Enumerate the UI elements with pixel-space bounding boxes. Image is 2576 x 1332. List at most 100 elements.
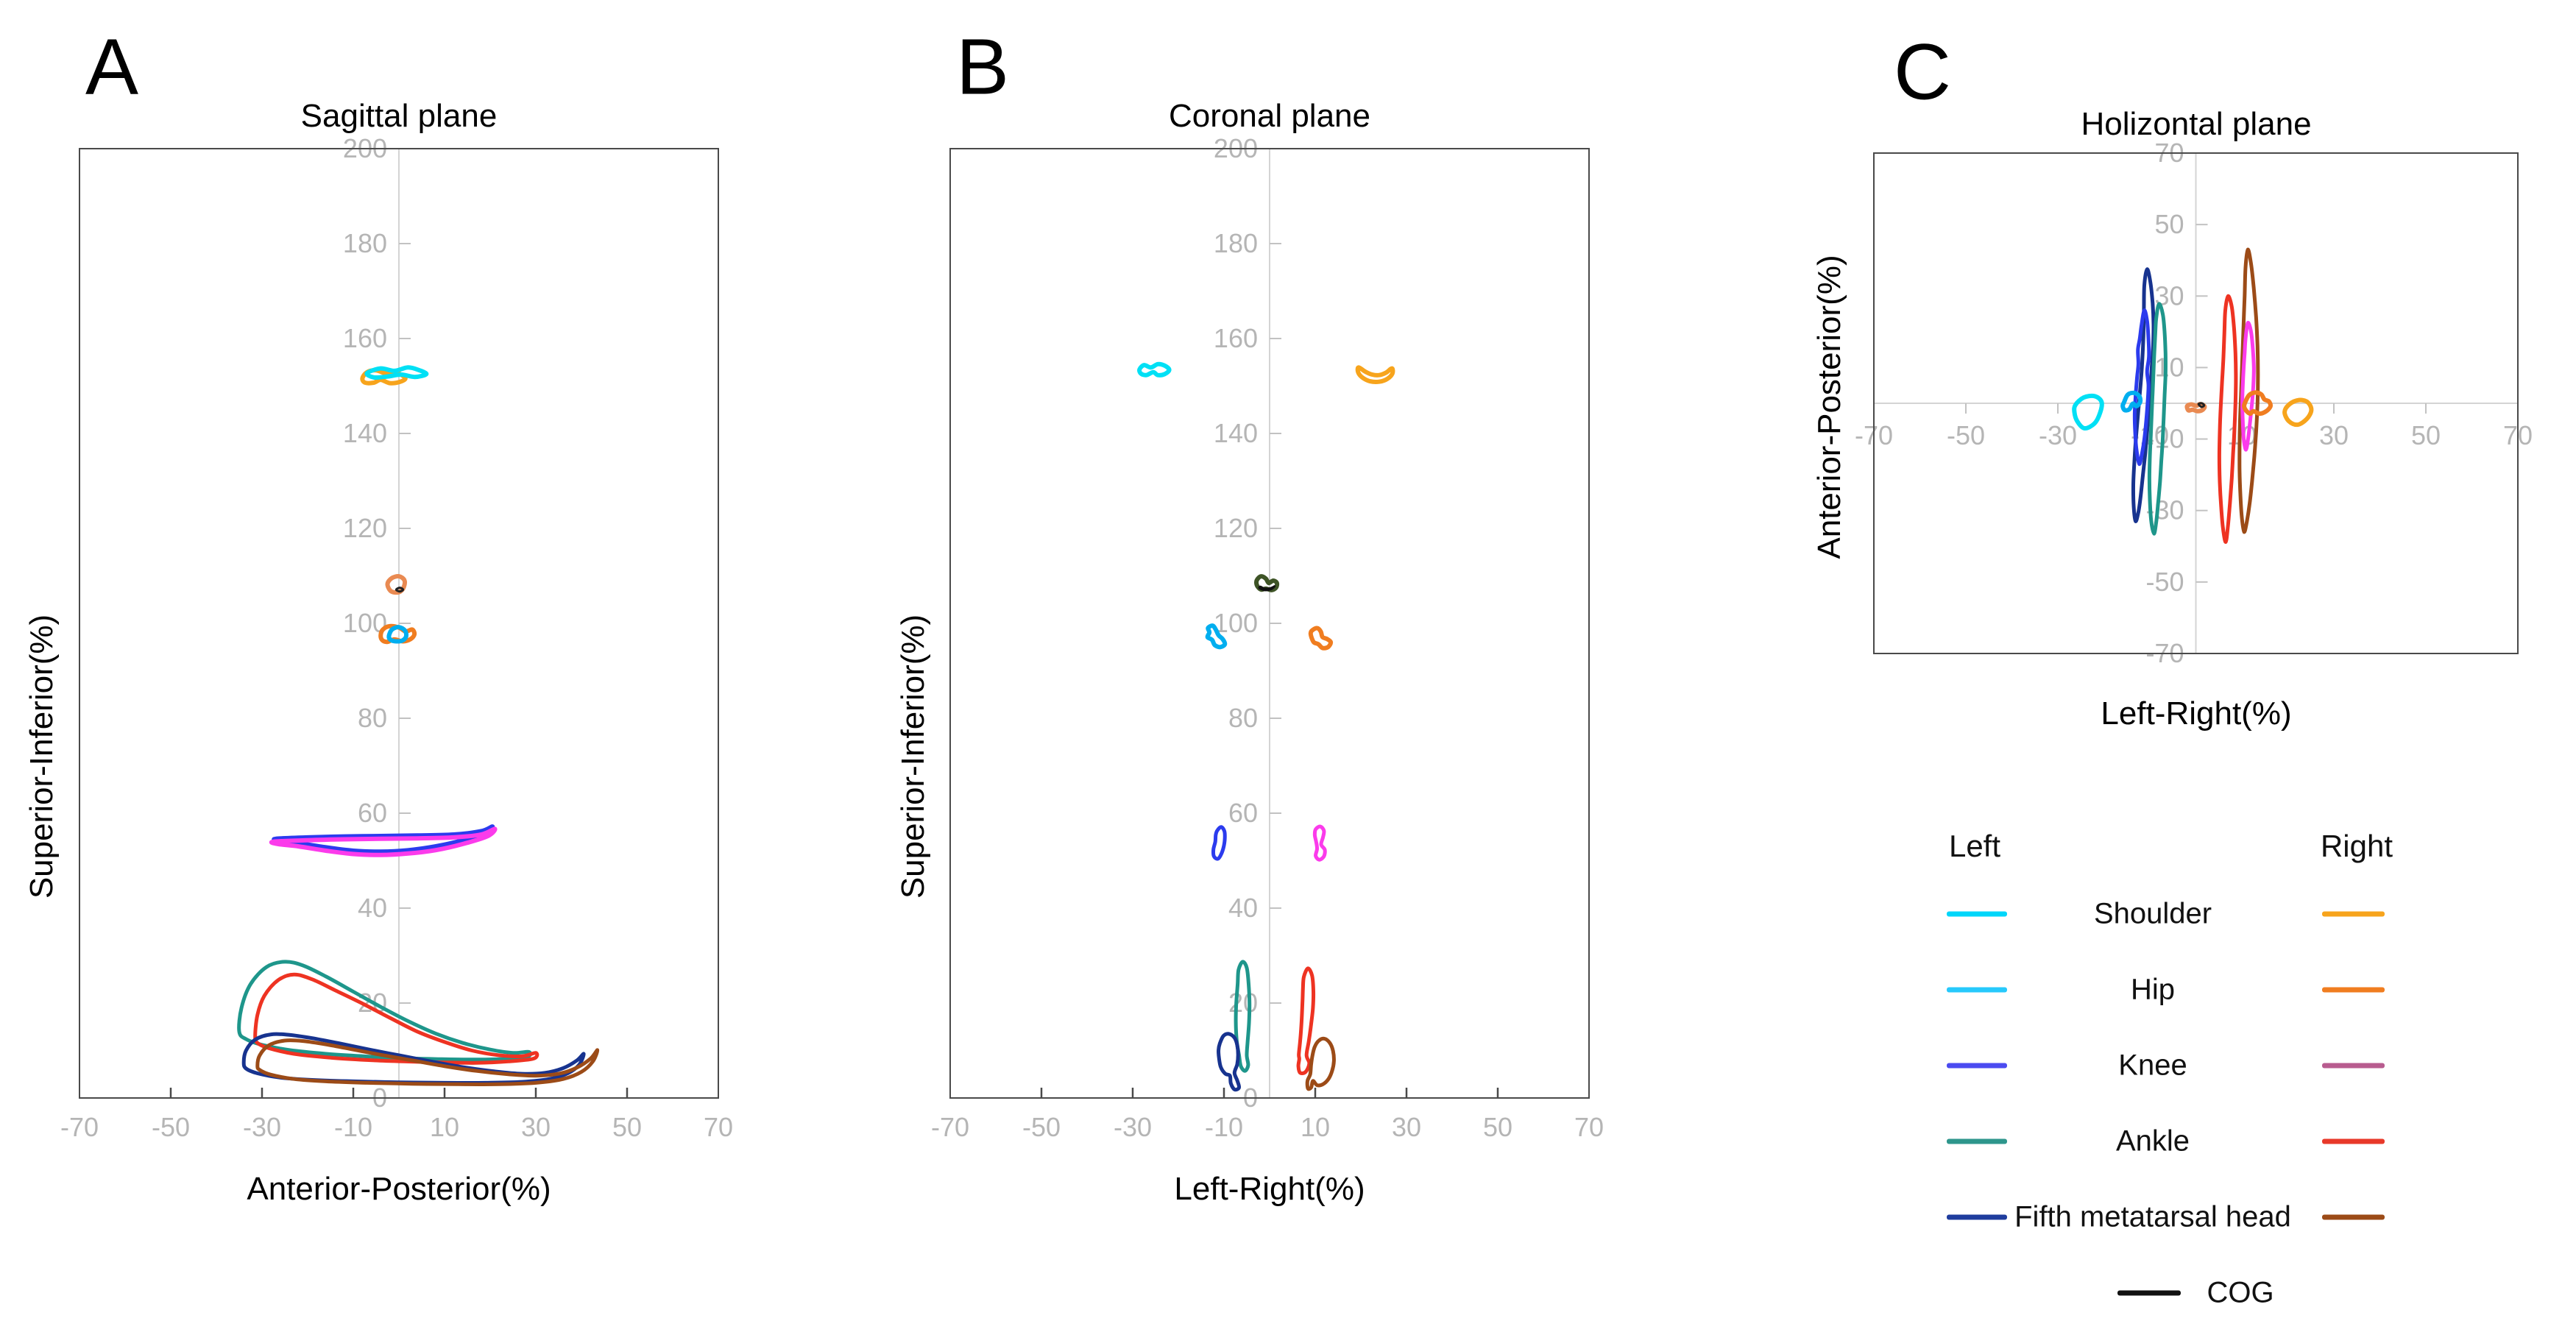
x-tick-label: 10 bbox=[1301, 1112, 1330, 1142]
x-tick-label: 50 bbox=[1483, 1112, 1512, 1142]
left-ankle-swatch bbox=[1947, 1138, 2007, 1144]
b-cog-trajectory bbox=[1254, 574, 1280, 592]
x-tick-label: 30 bbox=[2319, 420, 2349, 450]
b-left-ankle-trajectory bbox=[1234, 960, 1252, 1073]
right-shoulder-swatch bbox=[2322, 911, 2385, 917]
c-cog-accent-trajectory bbox=[2197, 402, 2206, 408]
x-tick-label: -30 bbox=[2039, 420, 2077, 450]
legend-row-label: COG bbox=[2207, 1276, 2274, 1309]
b-left-knee-trajectory bbox=[1211, 825, 1227, 861]
right-hip-swatch bbox=[2322, 987, 2385, 993]
panel-b-letter: B bbox=[955, 21, 1010, 111]
x-tick-label: -30 bbox=[1114, 1112, 1152, 1142]
panel-c-title: Holizontal plane bbox=[2081, 106, 2312, 142]
a-left-ankle-trajectory bbox=[237, 960, 533, 1062]
x-tick-label: -10 bbox=[334, 1112, 372, 1142]
right-knee-swatch bbox=[2322, 1063, 2385, 1069]
y-tick-label: 10 bbox=[2154, 352, 2184, 382]
x-tick-label: -70 bbox=[931, 1112, 969, 1142]
b-left-shoulder-trajectory bbox=[1137, 361, 1172, 378]
y-tick-label: 80 bbox=[1228, 703, 1258, 733]
y-tick-label: 80 bbox=[358, 703, 387, 733]
y-tick-label: 180 bbox=[343, 228, 387, 258]
y-tick-label: 100 bbox=[1214, 608, 1258, 638]
sagittal-plane-plot: 200 180 160 140 120 100 80 60 40 20 0 -70 -50 -30 -10 1… bbox=[46, 125, 752, 1169]
plot-box bbox=[79, 148, 719, 1099]
legend-row-label: Hip bbox=[2130, 973, 2176, 1006]
y-tick-label: 140 bbox=[1214, 418, 1258, 448]
panel-b-x-axis-label: Left-Right(%) bbox=[1174, 1171, 1365, 1207]
legend-left-header: Left bbox=[1948, 829, 2001, 863]
b-left-hip-trajectory bbox=[1205, 623, 1228, 650]
a-left-hip-trajectory bbox=[386, 625, 409, 644]
y-tick-label: 50 bbox=[2154, 209, 2184, 239]
b-right-fifth-metatarsal-trajectory bbox=[1305, 1036, 1336, 1091]
c-right-ankle-trajectory bbox=[2217, 294, 2238, 545]
left-knee-swatch bbox=[1947, 1063, 2007, 1069]
b-right-hip-trajectory bbox=[1308, 626, 1334, 651]
x-tick-label: -30 bbox=[243, 1112, 281, 1142]
y-tick-label: 120 bbox=[343, 513, 387, 543]
c-right-hip-trajectory bbox=[2242, 390, 2273, 417]
a-right-fifth-metatarsal-trajectory bbox=[255, 1038, 600, 1086]
c-left-ankle-trajectory bbox=[2147, 302, 2168, 536]
left-hip-swatch bbox=[1947, 987, 2007, 993]
panel-b-title: Coronal plane bbox=[1169, 98, 1370, 134]
b-right-shoulder-trajectory bbox=[1355, 365, 1395, 384]
x-tick-label: 30 bbox=[521, 1112, 551, 1142]
c-left-fifth-metatarsal-trajectory bbox=[2131, 267, 2156, 523]
legend-row-label: Shoulder bbox=[2093, 897, 2212, 930]
cog-swatch bbox=[2117, 1290, 2181, 1296]
c-right-knee-trajectory bbox=[2240, 321, 2256, 452]
a-cog-accent-trajectory bbox=[394, 587, 405, 593]
x-tick-label: -50 bbox=[1022, 1112, 1061, 1142]
a-right-ankle-trajectory bbox=[253, 972, 539, 1065]
c-cog-trajectory bbox=[2184, 402, 2207, 414]
y-tick-label: 40 bbox=[358, 893, 387, 923]
plot-box bbox=[1873, 152, 2519, 654]
a-right-knee-trajectory bbox=[269, 826, 498, 857]
panel-c-letter: C bbox=[1894, 26, 1951, 116]
x-tick-label: 50 bbox=[612, 1112, 642, 1142]
y-tick-label: 140 bbox=[343, 418, 387, 448]
x-tick-label: -70 bbox=[60, 1112, 99, 1142]
b-cog-accent-trajectory bbox=[1258, 585, 1276, 592]
b-left-fifth-metatarsal-trajectory bbox=[1217, 1032, 1242, 1092]
y-tick-label: 120 bbox=[1214, 513, 1258, 543]
legend-row-label: Knee bbox=[2118, 1049, 2187, 1082]
a-left-shoulder-trajectory bbox=[364, 365, 429, 380]
coronal-plane-plot: 200 180 160 140 120 100 80 60 40 20 0 -70 -50 -30 -10 1… bbox=[916, 125, 1623, 1169]
left-fifth-metatarsal-head-swatch bbox=[1947, 1214, 2007, 1220]
panel-a-title: Sagittal plane bbox=[300, 98, 498, 134]
x-tick-label: 30 bbox=[1392, 1112, 1421, 1142]
a-cog-trajectory bbox=[385, 574, 407, 595]
y-tick-label: 180 bbox=[1214, 228, 1258, 258]
y-tick-label: -50 bbox=[2145, 567, 2184, 597]
c-left-shoulder-trajectory bbox=[2072, 393, 2104, 431]
panel-c-x-axis-label: Left-Right(%) bbox=[2101, 695, 2292, 731]
c-left-hip-trajectory bbox=[2120, 390, 2143, 413]
b-right-knee-trajectory bbox=[1312, 824, 1327, 862]
x-tick-label: 50 bbox=[2411, 420, 2441, 450]
panel-a-x-axis-label: Anterior-Posterior(%) bbox=[247, 1171, 551, 1207]
x-tick-label: 70 bbox=[704, 1112, 733, 1142]
panel-a-letter: A bbox=[85, 21, 139, 111]
plot-box bbox=[949, 148, 1590, 1099]
right-fifth-metatarsal-head-swatch bbox=[2322, 1214, 2385, 1220]
legend-row-label: Fifth metatarsal head bbox=[2014, 1200, 2291, 1233]
y-tick-label: 60 bbox=[1228, 798, 1258, 828]
c-left-knee-trajectory bbox=[2132, 308, 2151, 467]
legend-row-label: Ankle bbox=[2115, 1124, 2190, 1158]
y-tick-label: 60 bbox=[358, 798, 387, 828]
c-right-shoulder-trajectory bbox=[2282, 397, 2314, 428]
horizontal-plane-plot: 70 50 30 10 -10 -30 -50 -70 -70 -50 -30 -10 10 30 50 70 bbox=[1840, 130, 2550, 690]
a-right-hip-trajectory bbox=[378, 623, 417, 645]
y-tick-label: 20 bbox=[1228, 988, 1258, 1018]
y-tick-label: 160 bbox=[343, 323, 387, 353]
b-right-ankle-trajectory bbox=[1296, 966, 1316, 1076]
legend-right-header: Right bbox=[2320, 829, 2393, 863]
x-tick-label: -50 bbox=[152, 1112, 190, 1142]
